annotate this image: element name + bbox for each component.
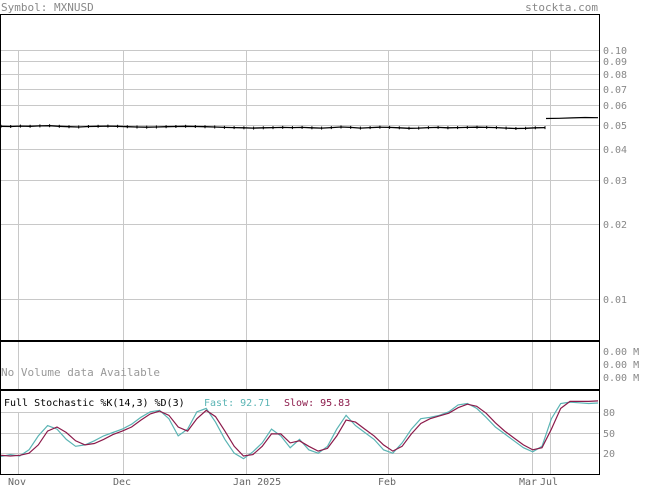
stochastic-panel-frame	[0, 390, 600, 475]
stochastic-panel: Full Stochastic %K(14,3) %D(3) Fast: 92.…	[0, 390, 615, 475]
volume-tick-1: 0.00 M	[603, 347, 639, 358]
price-y-axis: 0.100.09 0.08 0.07 0.06 0.05 0.04 0.03 0.02 0.01	[603, 46, 627, 306]
site-label: stockta.com	[525, 1, 598, 14]
volume-grid	[18, 342, 551, 389]
stochastic-grid	[1, 412, 599, 474]
stochastic-line-fast	[0, 401, 599, 460]
stochastic-title: Full Stochastic %K(14,3) %D(3)	[4, 398, 185, 409]
stochastic-tick-label: 80	[603, 408, 615, 419]
x-tick-label: Dec	[113, 477, 131, 486]
price-tick-label: 0.04	[603, 145, 627, 156]
price-grid	[1, 50, 599, 340]
price-tick-label: 0.07	[603, 85, 627, 96]
stochastic-slow-label: Slow: 95.83	[284, 398, 350, 409]
symbol-label: Symbol: MXNUSD	[1, 1, 94, 14]
volume-tick-2: 0.00 M	[603, 360, 639, 371]
stochastic-line-slow	[0, 400, 599, 457]
price-tick-label: 0.10	[603, 46, 627, 57]
price-tick-label: 0.03	[603, 176, 627, 187]
x-tick-label: Feb	[378, 477, 396, 486]
volume-note: No Volume data Available	[1, 366, 160, 379]
price-panel-frame	[0, 14, 600, 341]
volume-panel-frame	[0, 341, 600, 390]
x-tick-label: Nov	[8, 477, 26, 486]
price-panel: 0.100.09 0.08 0.07 0.06 0.05 0.04 0.03 0.02 0.01	[0, 14, 627, 341]
x-tick-label: Mar	[519, 477, 537, 486]
stochastic-series	[0, 400, 599, 460]
stochastic-tick-label: 50	[603, 429, 615, 440]
stochastic-y-axis: 80 50 20	[603, 408, 615, 460]
price-tick-label: 0.02	[603, 220, 627, 231]
volume-panel: No Volume data Available 0.00 M 0.00 M 0…	[0, 341, 639, 390]
price-series-line-recent	[545, 116, 599, 120]
price-tick-label: 0.01	[603, 295, 627, 306]
price-tick-label: 0.08	[603, 70, 627, 81]
price-series	[0, 116, 599, 130]
price-tick-label: 0.09	[603, 57, 627, 68]
price-tick-label: 0.06	[603, 101, 627, 112]
stochastic-tick-label: 20	[603, 449, 615, 460]
x-axis: Nov Dec Jan 2025 Feb Mar Jul	[8, 477, 558, 486]
volume-tick-3: 0.00 M	[603, 373, 639, 384]
price-tick-label: 0.05	[603, 121, 627, 132]
x-tick-label: Jan 2025	[233, 477, 281, 486]
x-tick-label: Jul	[540, 477, 558, 486]
stochastic-fast-label: Fast: 92.71	[204, 398, 270, 409]
